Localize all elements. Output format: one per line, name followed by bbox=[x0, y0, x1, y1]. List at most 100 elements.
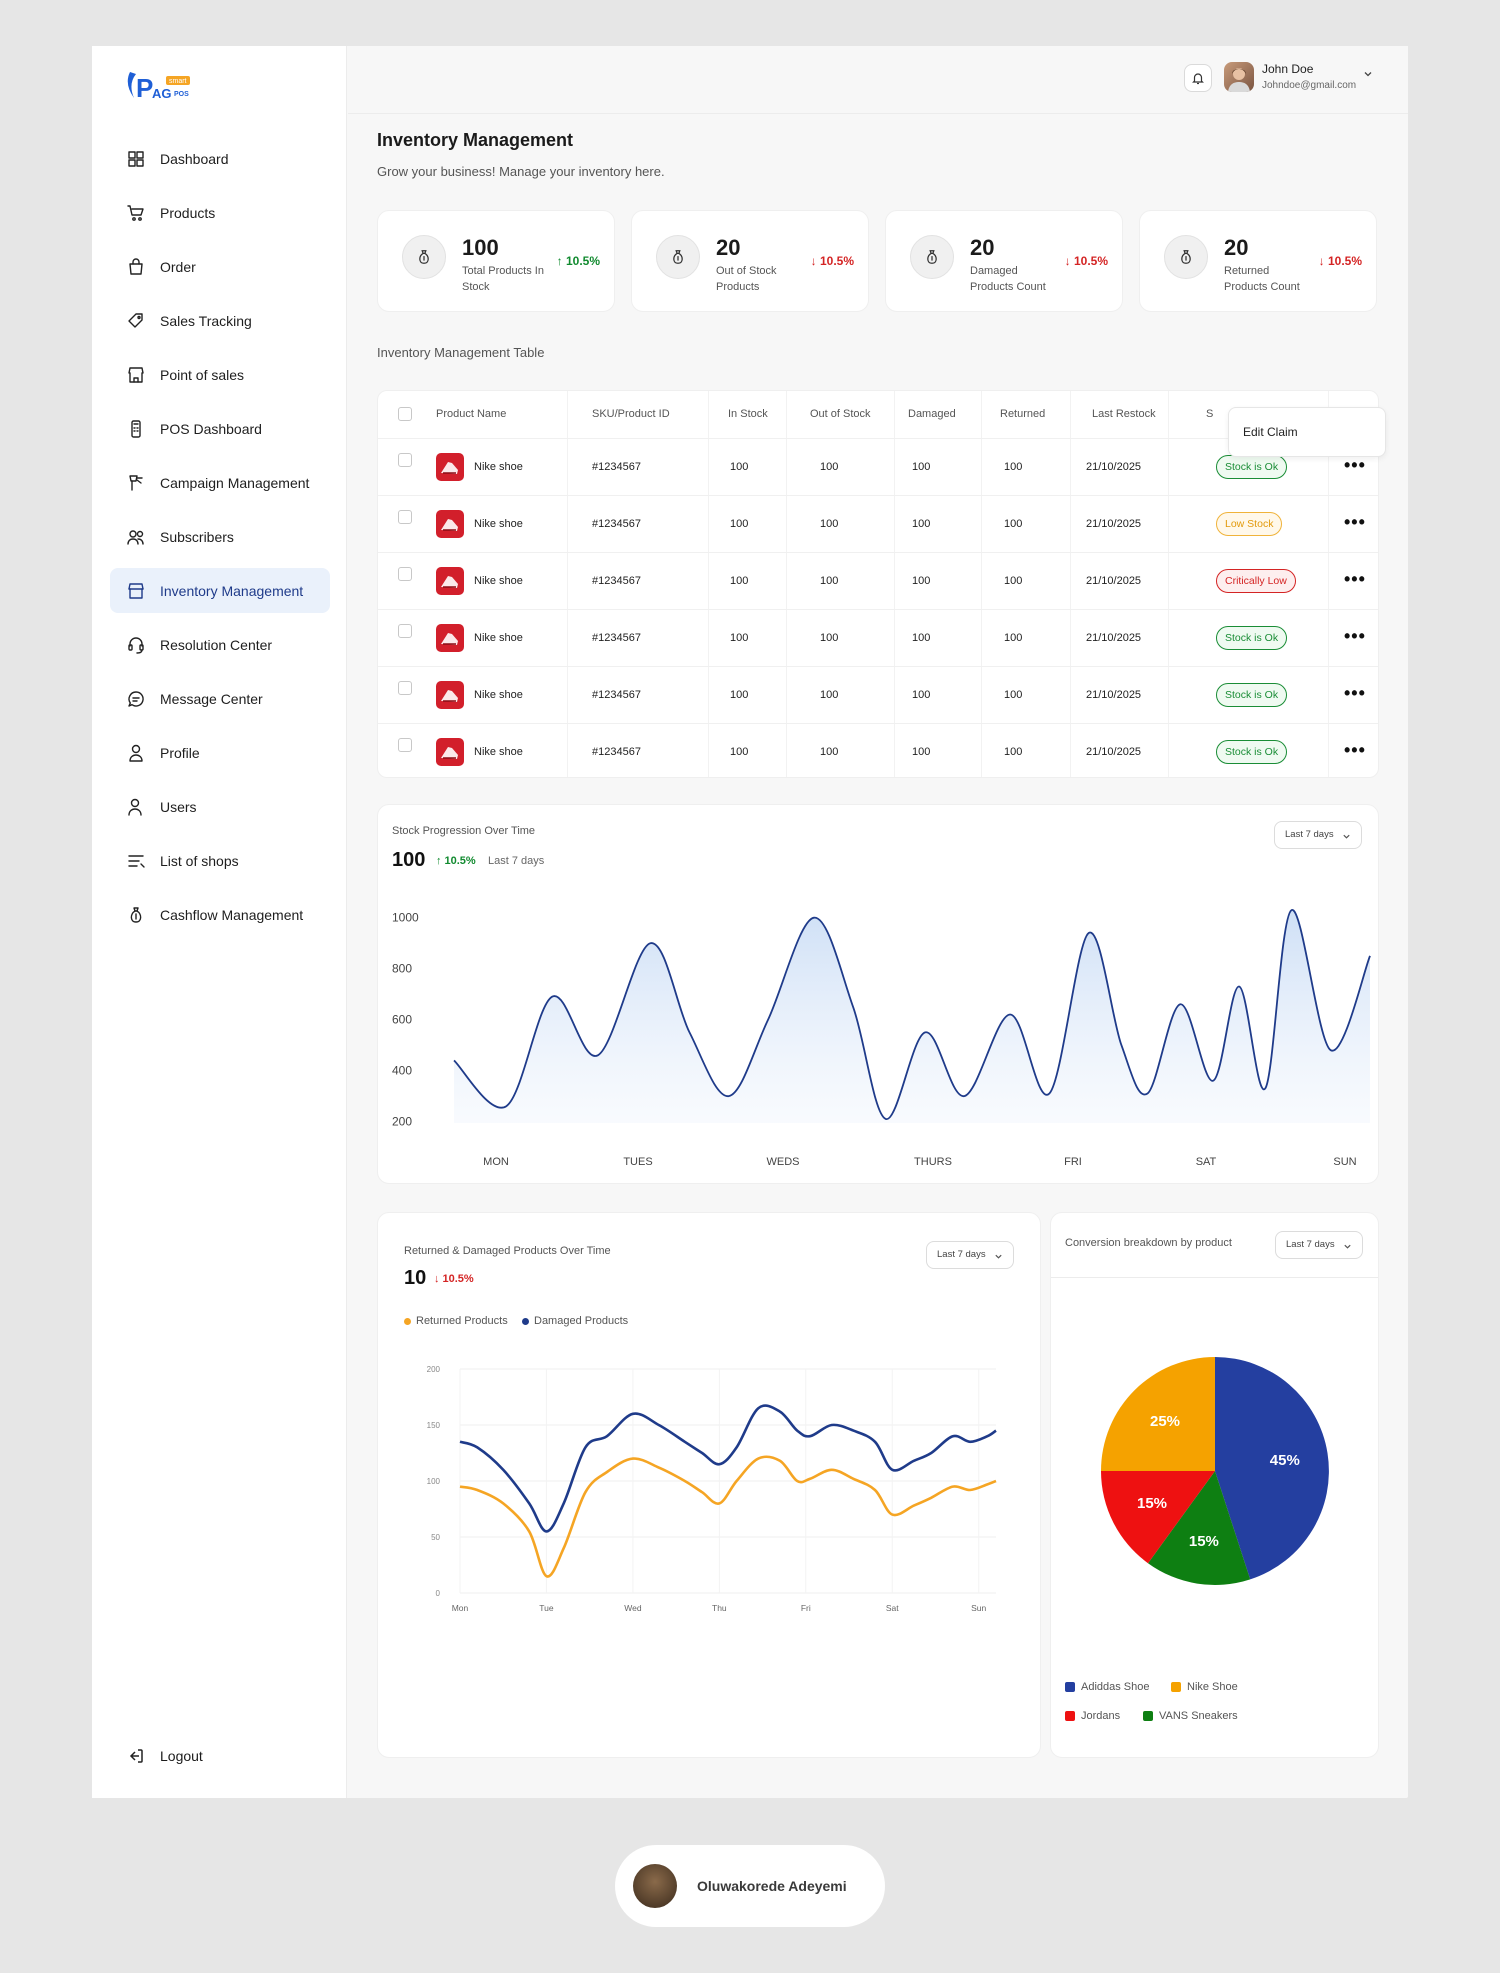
sidebar-item-products[interactable]: Products bbox=[110, 190, 330, 235]
x-tick-label: Tue bbox=[539, 1603, 554, 1613]
in-stock-value: 100 bbox=[730, 575, 749, 587]
damaged-value: 100 bbox=[912, 689, 931, 701]
pie-slice-nike-shoe bbox=[1101, 1357, 1215, 1471]
sidebar-item-cashflow-management[interactable]: Cashflow Management bbox=[110, 892, 330, 937]
sidebar-item-profile[interactable]: Profile bbox=[110, 730, 330, 775]
row-checkbox[interactable] bbox=[398, 738, 412, 752]
out-of-stock-value: 100 bbox=[820, 632, 839, 644]
arrow-down-icon: ↓ bbox=[1064, 254, 1074, 268]
arrow-up-icon: ↑ bbox=[556, 254, 566, 268]
row-checkbox[interactable] bbox=[398, 567, 412, 581]
author-avatar bbox=[633, 1864, 677, 1908]
stock-period-select[interactable]: Last 7 days bbox=[1274, 821, 1362, 849]
top-bar: John Doe Johndoe@gmail.com bbox=[348, 46, 1408, 114]
table-row[interactable]: Nike shoe #1234567 100 100 100 100 21/10/2025 C… bbox=[378, 552, 1378, 609]
row-checkbox[interactable] bbox=[398, 510, 412, 524]
x-tick-label: Mon bbox=[452, 1603, 469, 1613]
product-name: Nike shoe bbox=[474, 461, 523, 473]
logout-button[interactable]: Logout bbox=[126, 1746, 203, 1766]
chevron-down-icon bbox=[1344, 1244, 1351, 1249]
table-row[interactable]: Nike shoe #1234567 100 100 100 100 21/10/2025 S… bbox=[378, 438, 1378, 495]
table-header[interactable]: SKU/Product ID bbox=[592, 408, 670, 420]
last-restock-date: 21/10/2025 bbox=[1086, 518, 1142, 530]
stat-change-value: 10.5% bbox=[819, 254, 854, 268]
stat-value: 20 bbox=[1224, 235, 1249, 260]
table-row[interactable]: Nike shoe #1234567 100 100 100 100 21/10/2025 S… bbox=[378, 666, 1378, 723]
stock-area-fill bbox=[454, 909, 1370, 1123]
table-row[interactable]: Nike shoe #1234567 100 100 100 100 21/10/2025 L… bbox=[378, 495, 1378, 552]
table-header[interactable]: Last Restock bbox=[1092, 408, 1156, 420]
y-tick-label: 50 bbox=[431, 1533, 440, 1542]
notification-button[interactable] bbox=[1184, 64, 1212, 92]
stock-chart-value: 100 bbox=[392, 849, 426, 871]
edit-claim-menu-item[interactable]: Edit Claim bbox=[1228, 407, 1386, 457]
stat-value: 20 bbox=[716, 235, 741, 260]
svg-text:POS: POS bbox=[174, 91, 189, 98]
stat-card[interactable]: 20 Returned Products Count ↓ 10.5% bbox=[1139, 210, 1377, 312]
more-actions-icon[interactable]: ••• bbox=[1344, 512, 1366, 532]
table-row[interactable]: Nike shoe #1234567 100 100 100 100 21/10/2025 S… bbox=[378, 723, 1378, 780]
table-header[interactable]: Product Name bbox=[436, 408, 507, 420]
brand-logo[interactable]: P AG smart POS bbox=[122, 64, 202, 108]
table-row[interactable]: Nike shoe #1234567 100 100 100 100 21/10/2025 S… bbox=[378, 609, 1378, 666]
table-header[interactable]: Damaged bbox=[908, 408, 956, 420]
more-actions-icon[interactable]: ••• bbox=[1344, 455, 1366, 475]
sidebar-item-campaign-management[interactable]: Campaign Management bbox=[110, 460, 330, 505]
more-actions-icon[interactable]: ••• bbox=[1344, 569, 1366, 589]
more-actions-icon[interactable]: ••• bbox=[1344, 626, 1366, 646]
sidebar-item-sales-tracking[interactable]: Sales Tracking bbox=[110, 298, 330, 343]
product-thumbnail bbox=[436, 567, 464, 595]
product-name: Nike shoe bbox=[474, 518, 523, 530]
user-avatar[interactable] bbox=[1224, 62, 1254, 92]
more-actions-icon[interactable]: ••• bbox=[1344, 740, 1366, 760]
in-stock-value: 100 bbox=[730, 746, 749, 758]
out-of-stock-value: 100 bbox=[820, 518, 839, 530]
column-divider bbox=[786, 391, 787, 777]
table-header[interactable]: Returned bbox=[1000, 408, 1046, 420]
returned-value: 100 bbox=[1004, 689, 1023, 701]
table-header[interactable]: Out of Stock bbox=[810, 408, 871, 420]
sidebar-item-inventory-management[interactable]: Inventory Management bbox=[110, 568, 330, 613]
rd-period-select[interactable]: Last 7 days bbox=[926, 1241, 1014, 1269]
stock-period-value: Last 7 days bbox=[1285, 829, 1334, 840]
stat-card[interactable]: 20 Damaged Products Count ↓ 10.5% bbox=[885, 210, 1123, 312]
sidebar-item-message-center[interactable]: Message Center bbox=[110, 676, 330, 721]
select-all-checkbox[interactable] bbox=[398, 407, 412, 421]
chevron-down-icon[interactable] bbox=[1362, 68, 1374, 80]
sidebar-item-list-of-shops[interactable]: List of shops bbox=[110, 838, 330, 883]
row-checkbox[interactable] bbox=[398, 453, 412, 467]
sidebar-item-point-of-sales[interactable]: Point of sales bbox=[110, 352, 330, 397]
stat-label: Damaged Products Count bbox=[970, 265, 1046, 293]
damaged-value: 100 bbox=[912, 746, 931, 758]
row-checkbox[interactable] bbox=[398, 681, 412, 695]
sidebar-item-users[interactable]: Users bbox=[110, 784, 330, 829]
sidebar-item-label: Cashflow Management bbox=[160, 906, 304, 923]
stock-series-line bbox=[453, 909, 1371, 1120]
sidebar-nav: Dashboard Products Order Sales Tracking Poin… bbox=[110, 136, 330, 946]
pie-period-select[interactable]: Last 7 days bbox=[1275, 1231, 1363, 1259]
row-checkbox[interactable] bbox=[398, 624, 412, 638]
sidebar-item-order[interactable]: Order bbox=[110, 244, 330, 289]
pie-slice-label: 15% bbox=[1189, 1533, 1219, 1550]
sidebar-item-pos-dashboard[interactable]: POS Dashboard bbox=[110, 406, 330, 451]
y-tick-label: 600 bbox=[392, 1013, 412, 1027]
column-divider bbox=[1070, 391, 1071, 777]
sidebar-item-dashboard[interactable]: Dashboard bbox=[110, 136, 330, 181]
returned-damaged-line-chart: 0 50 100 150 200 Mon Tue Wed Thu Fri Sat Sun bbox=[427, 1365, 997, 1613]
more-actions-icon[interactable]: ••• bbox=[1344, 683, 1366, 703]
stat-label: Total Products In Stock bbox=[462, 265, 544, 293]
sidebar-item-subscribers[interactable]: Subscribers bbox=[110, 514, 330, 559]
sidebar-item-label: Products bbox=[160, 204, 216, 221]
stat-card[interactable]: 100 Total Products In Stock ↑ 10.5% bbox=[377, 210, 615, 312]
damaged-value: 100 bbox=[912, 518, 931, 530]
stat-card[interactable]: 20 Out of Stock Products ↓ 10.5% bbox=[631, 210, 869, 312]
returned-value: 100 bbox=[1004, 518, 1023, 530]
status-badge: Critically Low bbox=[1216, 569, 1296, 593]
returned-damaged-panel: Returned & Damaged Products Over Time 10… bbox=[377, 1212, 1041, 1758]
legend-label: Jordans bbox=[1081, 1710, 1121, 1722]
table-header[interactable]: In Stock bbox=[728, 408, 768, 420]
table-header[interactable]: S bbox=[1206, 408, 1214, 420]
stat-change: ↓ 10.5% bbox=[1319, 254, 1362, 268]
sidebar-item-resolution-center[interactable]: Resolution Center bbox=[110, 622, 330, 667]
store-icon bbox=[128, 366, 144, 383]
